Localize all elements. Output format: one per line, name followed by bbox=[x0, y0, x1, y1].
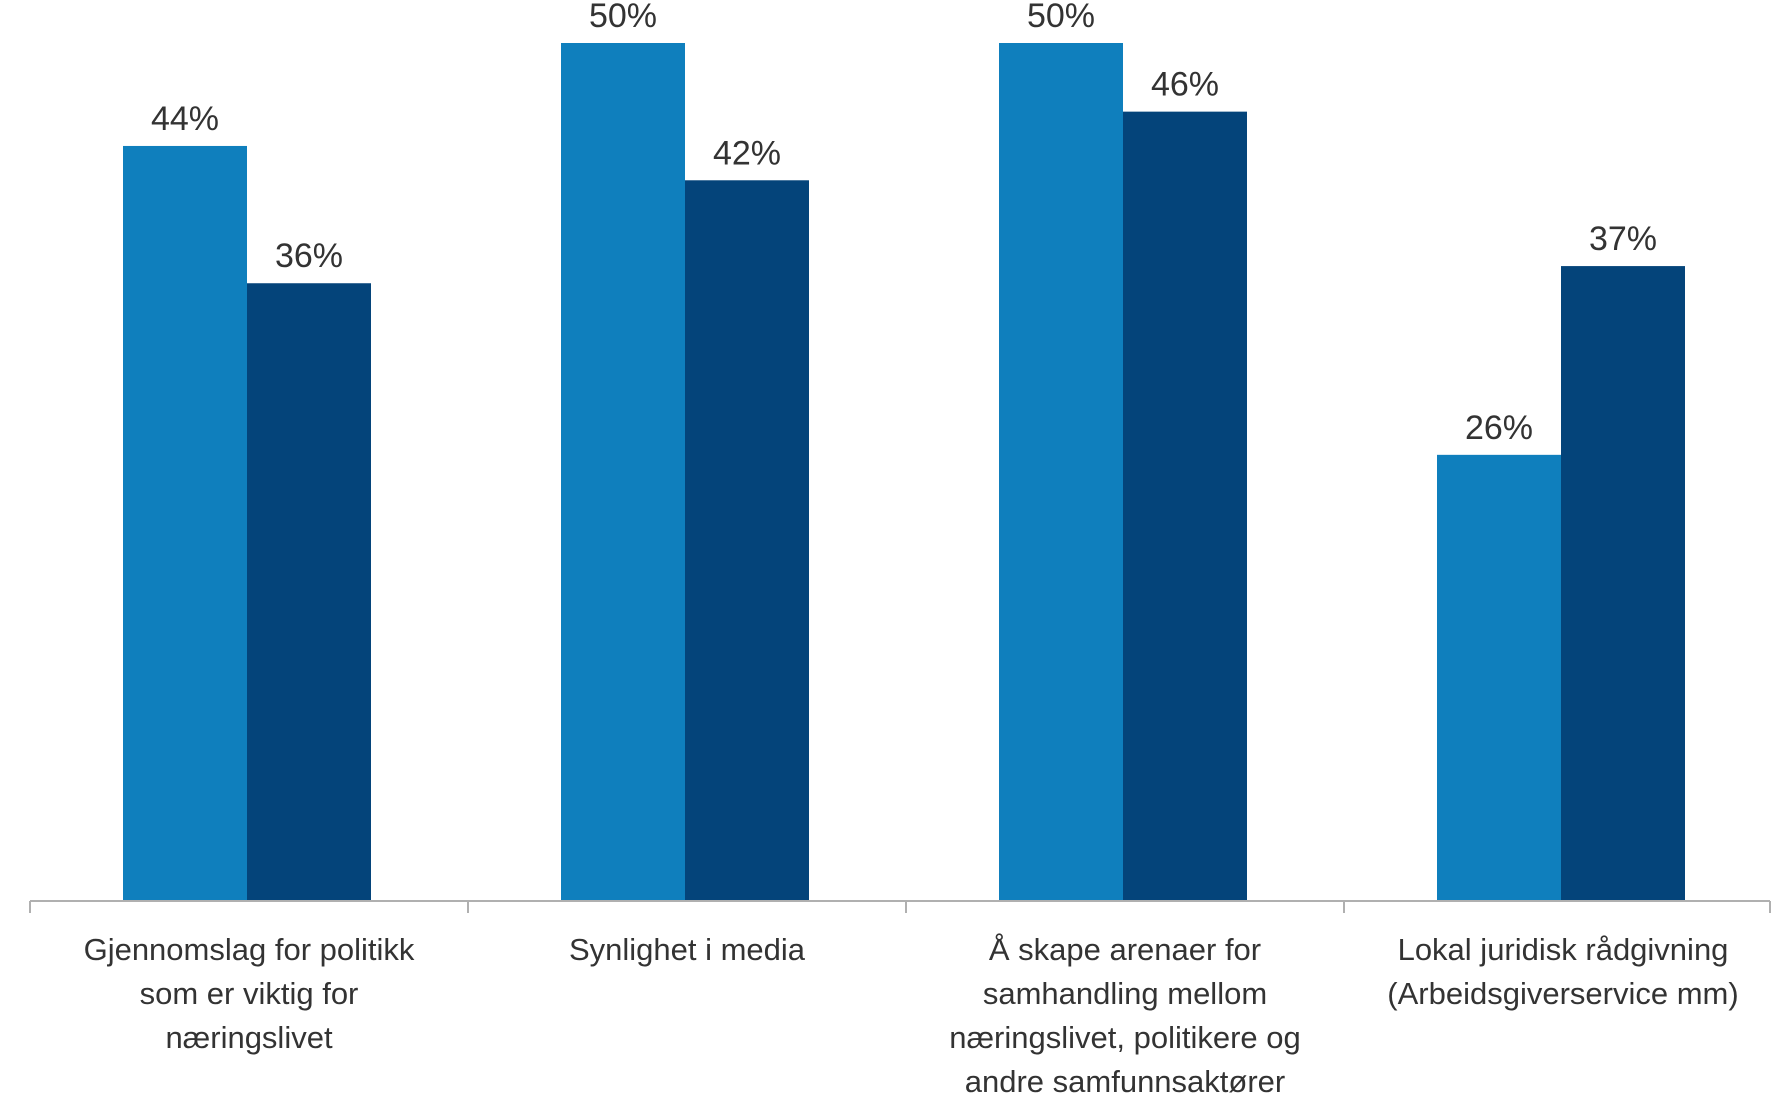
category-label-4: Lokal juridisk rådgivning (Arbeidsgiverse… bbox=[1387, 932, 1738, 1011]
category-label-line: samhandling mellom bbox=[983, 976, 1267, 1011]
bar-series2-cat1 bbox=[247, 283, 371, 901]
data-label-series2-cat1: 36% bbox=[275, 237, 343, 275]
category-label-3: Å skape arenaer for samhandling mellom nær… bbox=[949, 932, 1301, 1099]
data-label-series2-cat3: 46% bbox=[1151, 66, 1219, 104]
data-labels-layer: 44% 36% 50% 42% 50% 46% 26% 37% bbox=[151, 0, 1657, 447]
x-axis bbox=[29, 900, 1771, 913]
data-label-series1-cat1: 44% bbox=[151, 100, 219, 138]
bar-series1-cat3 bbox=[999, 43, 1123, 901]
category-label-line: næringslivet bbox=[165, 1020, 333, 1055]
bar-series1-cat4 bbox=[1437, 454, 1561, 901]
category-label-line: som er viktig for bbox=[140, 976, 359, 1011]
category-label-line: Å skape arenaer for bbox=[989, 932, 1261, 967]
data-label-series2-cat2: 42% bbox=[713, 134, 781, 172]
category-label-line: Lokal juridisk rådgivning bbox=[1398, 932, 1729, 967]
category-label-line: næringslivet, politikere og bbox=[949, 1020, 1301, 1055]
data-label-series1-cat2: 50% bbox=[589, 0, 657, 35]
category-label-1: Gjennomslag for politikk som er viktig fo… bbox=[84, 932, 415, 1055]
category-label-line: andre samfunnsaktører bbox=[965, 1064, 1285, 1099]
bar-series2-cat2 bbox=[685, 180, 809, 901]
category-label-line: Gjennomslag for politikk bbox=[84, 932, 415, 967]
data-label-series1-cat4: 26% bbox=[1465, 409, 1533, 447]
category-label-line: Synlighet i media bbox=[569, 932, 806, 967]
data-label-series1-cat3: 50% bbox=[1027, 0, 1095, 35]
bar-series2-cat4 bbox=[1561, 266, 1685, 902]
category-label-2: Synlighet i media bbox=[569, 932, 806, 967]
bar-series1-cat1 bbox=[123, 145, 247, 901]
category-label-line: (Arbeidsgiverservice mm) bbox=[1387, 976, 1738, 1011]
bars-layer bbox=[123, 43, 1685, 902]
bar-series2-cat3 bbox=[1123, 111, 1247, 901]
data-label-series2-cat4: 37% bbox=[1589, 220, 1657, 258]
bar-series1-cat2 bbox=[561, 43, 685, 901]
category-labels-layer: Gjennomslag for politikk som er viktig fo… bbox=[84, 932, 1739, 1099]
